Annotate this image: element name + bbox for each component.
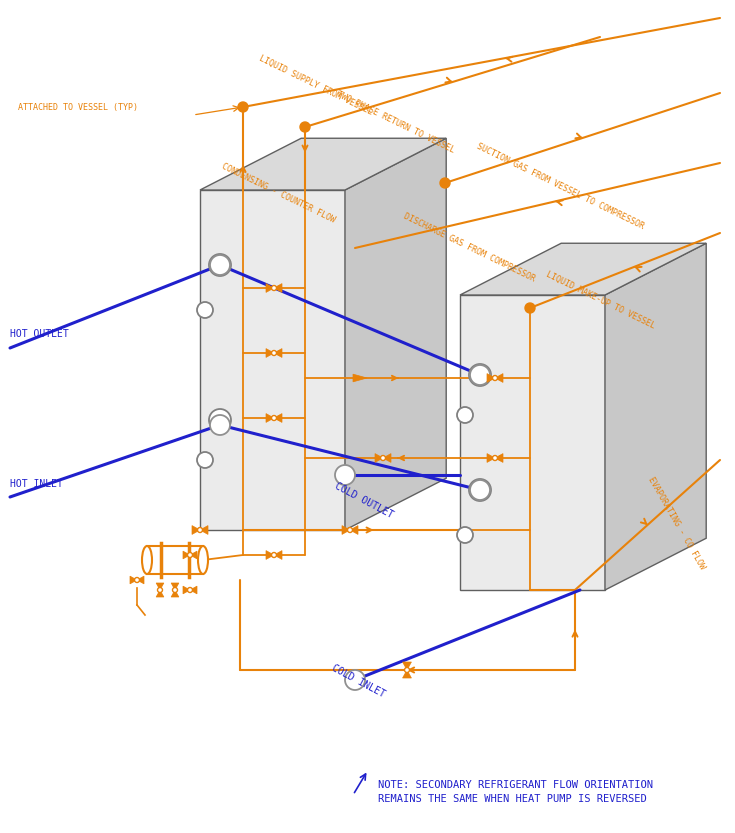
Circle shape (457, 407, 473, 423)
Polygon shape (350, 526, 358, 535)
Text: COLD INLET: COLD INLET (330, 663, 387, 700)
Circle shape (492, 376, 498, 381)
Polygon shape (192, 526, 200, 535)
Polygon shape (266, 551, 274, 560)
Polygon shape (403, 670, 412, 678)
Polygon shape (200, 138, 446, 190)
Circle shape (345, 670, 365, 690)
Circle shape (197, 452, 213, 468)
Polygon shape (156, 590, 164, 597)
Circle shape (381, 456, 385, 461)
Polygon shape (274, 283, 282, 292)
Polygon shape (495, 454, 503, 462)
Circle shape (209, 409, 231, 431)
Circle shape (135, 577, 140, 582)
Ellipse shape (142, 546, 152, 574)
Polygon shape (266, 283, 274, 292)
Circle shape (404, 667, 409, 672)
Text: LIQUID MAKE-UP TO VESSEL: LIQUID MAKE-UP TO VESSEL (545, 270, 657, 331)
Polygon shape (353, 374, 367, 382)
Polygon shape (200, 526, 208, 535)
Text: NOTE: SECONDARY REFRIGERANT FLOW ORIENTATION: NOTE: SECONDARY REFRIGERANT FLOW ORIENTA… (378, 780, 653, 790)
Polygon shape (487, 454, 495, 462)
Text: CONDENSING - COUNTER FLOW: CONDENSING - COUNTER FLOW (220, 162, 337, 225)
Text: LIQUID SUPPLY FROM VESSEL: LIQUID SUPPLY FROM VESSEL (258, 54, 374, 117)
Text: TWO PHASE RETURN TO VESSEL: TWO PHASE RETURN TO VESSEL (335, 90, 456, 155)
Circle shape (210, 415, 230, 435)
Polygon shape (460, 295, 605, 590)
Circle shape (187, 552, 193, 557)
Circle shape (348, 527, 353, 532)
Text: EVAPORATING - CO FLOW: EVAPORATING - CO FLOW (646, 476, 706, 571)
Text: HOT OUTLET: HOT OUTLET (10, 329, 69, 339)
Polygon shape (137, 576, 144, 584)
Polygon shape (274, 348, 282, 357)
Circle shape (238, 102, 248, 112)
Polygon shape (345, 138, 446, 530)
Circle shape (173, 587, 177, 592)
Circle shape (469, 364, 491, 386)
Circle shape (470, 480, 490, 500)
Polygon shape (190, 586, 197, 594)
Polygon shape (274, 551, 282, 560)
Circle shape (525, 303, 535, 313)
Polygon shape (156, 583, 164, 590)
Circle shape (187, 587, 193, 592)
Polygon shape (487, 373, 495, 382)
Polygon shape (266, 414, 274, 422)
Polygon shape (183, 551, 190, 559)
Polygon shape (171, 590, 179, 597)
Circle shape (335, 465, 355, 485)
Polygon shape (190, 551, 197, 559)
Circle shape (198, 527, 203, 532)
Circle shape (492, 456, 498, 461)
Polygon shape (171, 583, 179, 590)
Polygon shape (495, 373, 503, 382)
Circle shape (271, 286, 276, 291)
Text: COLD OUTLET: COLD OUTLET (333, 481, 395, 521)
Circle shape (470, 365, 490, 385)
Polygon shape (130, 576, 137, 584)
Polygon shape (342, 526, 350, 535)
Circle shape (469, 479, 491, 501)
Polygon shape (383, 454, 391, 462)
Polygon shape (183, 586, 190, 594)
Circle shape (209, 254, 231, 276)
Circle shape (157, 587, 162, 592)
Polygon shape (200, 190, 345, 530)
Circle shape (440, 178, 450, 188)
Text: REMAINS THE SAME WHEN HEAT PUMP IS REVERSED: REMAINS THE SAME WHEN HEAT PUMP IS REVER… (378, 794, 647, 804)
Polygon shape (605, 243, 706, 590)
Polygon shape (274, 414, 282, 422)
Circle shape (271, 351, 276, 356)
Circle shape (271, 416, 276, 421)
Text: HOT INLET: HOT INLET (10, 479, 63, 489)
Circle shape (197, 302, 213, 318)
Circle shape (210, 255, 230, 275)
Polygon shape (403, 662, 412, 670)
Text: ATTACHED TO VESSEL (TYP): ATTACHED TO VESSEL (TYP) (18, 103, 138, 112)
Polygon shape (460, 243, 706, 295)
Text: SUCTION GAS FROM VESSEL TO COMPRESSOR: SUCTION GAS FROM VESSEL TO COMPRESSOR (475, 142, 645, 231)
Polygon shape (266, 348, 274, 357)
Polygon shape (147, 546, 203, 574)
Text: DISCHARGE GAS FROM COMPRESSOR: DISCHARGE GAS FROM COMPRESSOR (402, 212, 537, 283)
Ellipse shape (198, 546, 208, 574)
Circle shape (457, 527, 473, 543)
Circle shape (271, 552, 276, 557)
Circle shape (300, 122, 310, 132)
Polygon shape (375, 454, 383, 462)
